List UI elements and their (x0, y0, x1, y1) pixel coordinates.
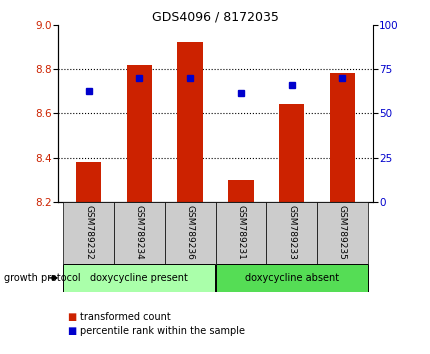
Bar (164, 202, 215, 264)
Bar (114, 202, 164, 264)
Text: GSM789234: GSM789234 (135, 205, 144, 259)
Text: GSM789236: GSM789236 (185, 205, 194, 260)
Text: doxycycline present: doxycycline present (90, 273, 188, 283)
Bar (63, 202, 114, 264)
Text: percentile rank within the sample: percentile rank within the sample (80, 326, 244, 336)
Text: ■: ■ (67, 326, 76, 336)
Bar (329, 73, 354, 202)
Bar (63, 264, 215, 292)
Bar (177, 42, 203, 202)
Text: GSM789235: GSM789235 (337, 205, 346, 260)
Title: GDS4096 / 8172035: GDS4096 / 8172035 (152, 11, 278, 24)
Bar (316, 202, 367, 264)
Bar (126, 64, 152, 202)
Text: transformed count: transformed count (80, 312, 170, 322)
Bar (266, 202, 316, 264)
Text: doxycycline absent: doxycycline absent (244, 273, 338, 283)
Bar (215, 264, 367, 292)
Text: GSM789232: GSM789232 (84, 205, 93, 259)
Bar (227, 179, 253, 202)
Text: GSM789231: GSM789231 (236, 205, 245, 260)
Text: GSM789233: GSM789233 (286, 205, 295, 260)
Text: growth protocol: growth protocol (4, 273, 81, 283)
Bar (76, 162, 101, 202)
Text: ■: ■ (67, 312, 76, 322)
Bar (215, 202, 266, 264)
Bar (278, 104, 304, 202)
